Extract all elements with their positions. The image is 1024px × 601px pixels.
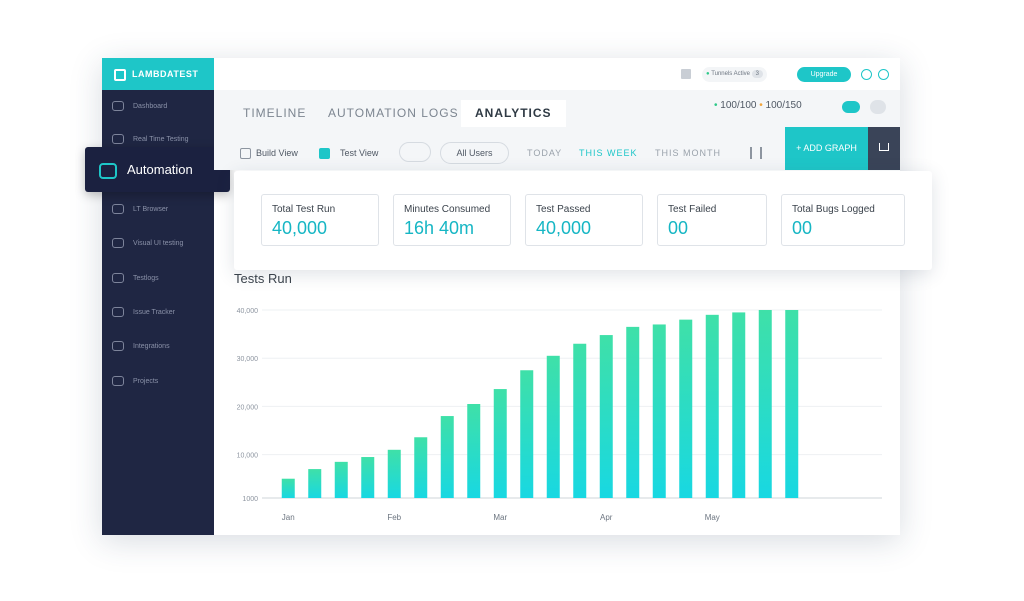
- tunnels-count: 3: [751, 70, 764, 78]
- y-tick-label: 10,000: [237, 453, 259, 460]
- stat-label: Test Failed: [668, 204, 717, 215]
- sidebar-label: Projects: [133, 378, 159, 385]
- build-view-checkbox[interactable]: Build View: [240, 143, 298, 163]
- sidebar-label: Issue Tracker: [133, 309, 176, 316]
- grid-icon[interactable]: [681, 69, 691, 79]
- stats-panel: [234, 171, 932, 270]
- stat-value: 16h 40m: [404, 218, 475, 238]
- help-icon[interactable]: [870, 100, 886, 114]
- tab[interactable]: TIMELINE: [243, 106, 307, 120]
- chart-title: Tests Run: [234, 271, 292, 286]
- toggle[interactable]: [842, 101, 860, 113]
- sidebar-item[interactable]: LT Browser: [108, 201, 212, 219]
- bar: [493, 389, 507, 498]
- bar: [758, 310, 772, 498]
- sidebar-label: Real Time Testing: [133, 136, 189, 143]
- filter-button[interactable]: [399, 142, 431, 162]
- stat-value: 00: [668, 218, 689, 238]
- stat-label: Test Passed: [536, 204, 591, 215]
- stat-card: Test Passed 40,000: [525, 194, 643, 246]
- logo-text: LAMBDATEST: [132, 69, 199, 79]
- stat-label: Total Test Run: [272, 204, 336, 215]
- sidebar-label: Integrations: [133, 343, 170, 350]
- x-tick-label: May: [705, 513, 720, 522]
- tab[interactable]: AUTOMATION LOGS: [328, 106, 459, 120]
- stat-value: 40,000: [272, 218, 328, 238]
- bar: [785, 310, 799, 498]
- bar: [414, 437, 428, 498]
- sidebar-item[interactable]: Visual UI testing: [108, 235, 212, 253]
- y-tick-label: 1000: [242, 496, 258, 503]
- bar: [308, 469, 322, 498]
- bar: [440, 416, 454, 498]
- checkbox-label: Test View: [340, 148, 379, 158]
- y-tick-label: 40,000: [237, 308, 259, 315]
- sidebar: [102, 58, 214, 535]
- bar: [520, 370, 534, 498]
- sidebar-label: LT Browser: [133, 206, 169, 213]
- sidebar-label: Visual UI testing: [133, 240, 184, 247]
- quota-value: 100/150: [765, 100, 802, 111]
- stat-value: 40,000: [536, 218, 592, 238]
- sidebar-label: Automation: [127, 162, 193, 177]
- bar: [281, 478, 295, 498]
- stat-label: Total Bugs Logged: [792, 204, 875, 215]
- sidebar-item[interactable]: Real Time Testing: [108, 131, 212, 149]
- stat-label: Minutes Consumed: [404, 204, 491, 215]
- bar: [546, 355, 560, 498]
- add-graph-button[interactable]: + ADD GRAPH: [785, 127, 868, 170]
- range-option[interactable]: THIS MONTH: [655, 148, 721, 158]
- sidebar-item[interactable]: Issue Tracker: [108, 304, 212, 322]
- checkbox-label: Build View: [256, 148, 298, 158]
- x-tick-label: Mar: [493, 513, 507, 522]
- tab-active[interactable]: ANALYTICS: [461, 100, 566, 127]
- bar: [361, 457, 375, 498]
- stat-card: Test Failed 00: [657, 194, 767, 246]
- quota-value: 100/100: [720, 100, 757, 111]
- y-tick-label: 30,000: [237, 356, 259, 363]
- stat-card: Total Test Run 40,000: [261, 194, 379, 246]
- x-tick-label: Feb: [387, 513, 401, 522]
- range-option-active[interactable]: THIS WEEK: [579, 148, 638, 158]
- tunnels-label: Tunnels Active: [711, 71, 750, 77]
- chart: Tests Run 1000 10,000 20,000 30,000 40,000 Ja…: [234, 271, 882, 522]
- logo[interactable]: LAMBDATEST: [102, 58, 214, 90]
- bar: [652, 324, 666, 498]
- quota: • 100/100 • 100/150: [714, 100, 802, 111]
- users-dropdown[interactable]: All Users: [440, 142, 509, 164]
- bar: [705, 314, 719, 498]
- stat-value: 00: [792, 218, 813, 238]
- bar: [626, 326, 640, 498]
- bar: [334, 461, 348, 498]
- bar: [679, 319, 693, 498]
- settings-icon[interactable]: [750, 147, 762, 159]
- sidebar-item[interactable]: Testlogs: [108, 270, 212, 288]
- upgrade-button[interactable]: Upgrade: [797, 67, 851, 82]
- stat-card: Minutes Consumed 16h 40m: [393, 194, 511, 246]
- test-view-checkbox[interactable]: Test View: [319, 143, 378, 163]
- sidebar-item[interactable]: Dashboard: [108, 98, 212, 116]
- sidebar-item[interactable]: Integrations: [108, 338, 212, 356]
- bar: [387, 449, 401, 498]
- bar: [573, 343, 587, 498]
- sidebar-item[interactable]: Projects: [108, 373, 212, 391]
- stat-card: Total Bugs Logged 00: [781, 194, 905, 246]
- x-tick-label: Jan: [282, 513, 295, 522]
- x-tick-label: Apr: [600, 513, 613, 522]
- sidebar-label: Testlogs: [133, 275, 159, 282]
- tunnels-badge[interactable]: ● Tunnels Active 3: [702, 67, 768, 82]
- bar: [467, 404, 481, 498]
- sidebar-item-active[interactable]: Automation: [85, 147, 230, 192]
- download-button[interactable]: [868, 127, 900, 170]
- range-option[interactable]: TODAY: [527, 148, 563, 158]
- y-tick-label: 20,000: [237, 404, 259, 411]
- bar: [732, 312, 746, 498]
- bell-icon[interactable]: [861, 69, 872, 80]
- sidebar-label: Dashboard: [133, 103, 168, 110]
- bar: [599, 335, 613, 498]
- user-icon[interactable]: [878, 69, 889, 80]
